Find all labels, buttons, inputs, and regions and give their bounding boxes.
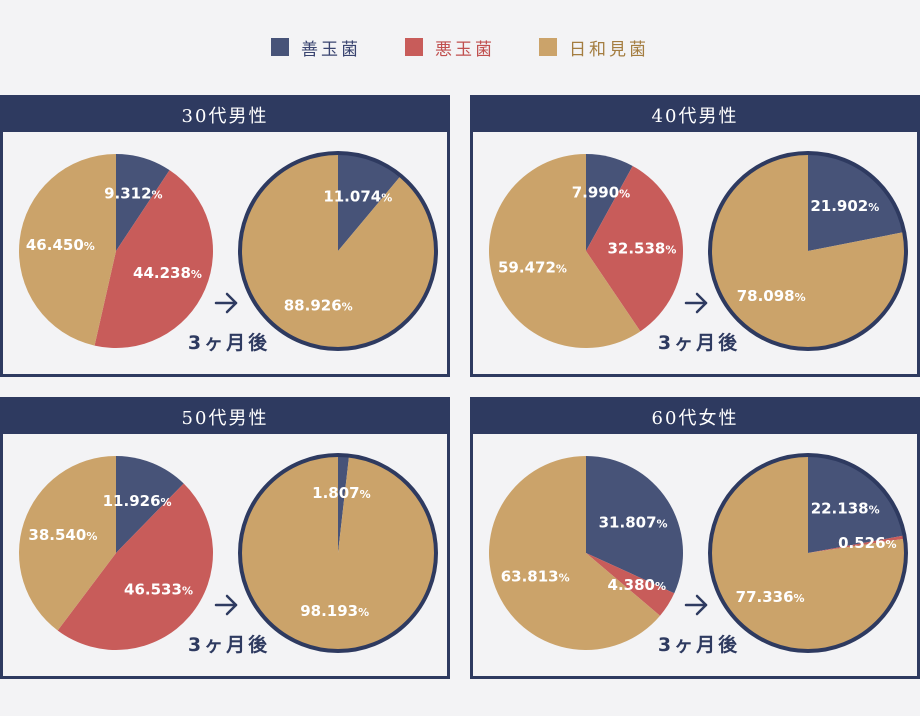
legend-label-good: 善玉菌 bbox=[301, 39, 361, 60]
after-period-label: 3ヶ月後 bbox=[658, 633, 740, 656]
panel-chart-svg: 31.807% 4.380% 63.813% 22.138% 0.526% 77.336%… bbox=[488, 453, 908, 656]
before-pie-data-label-neutral: 59.472% bbox=[498, 258, 567, 276]
panel-title: 40代男性 bbox=[473, 98, 917, 132]
before-pie-data-label-bad: 46.533% bbox=[124, 580, 193, 598]
before-pie-data-label-neutral: 46.450% bbox=[26, 236, 95, 254]
before-pie-data-label-good: 11.926% bbox=[103, 492, 172, 510]
before-pie-data-label-good: 9.312% bbox=[104, 184, 162, 202]
chart-legend: 善玉菌 悪玉菌 日和見菌 bbox=[0, 30, 920, 64]
legend-item-bad: 悪玉菌 bbox=[405, 35, 495, 60]
legend-item-neutral: 日和見菌 bbox=[539, 35, 649, 60]
after-period-label: 3ヶ月後 bbox=[658, 331, 740, 354]
legend-item-good: 善玉菌 bbox=[271, 35, 361, 60]
before-pie-data-label-bad: 4.380% bbox=[608, 576, 666, 594]
legend-label-neutral: 日和見菌 bbox=[569, 39, 649, 60]
arrow-right-icon bbox=[684, 594, 708, 616]
after-pie-slice-neutral bbox=[241, 456, 436, 650]
before-pie-data-label-good: 31.807% bbox=[599, 514, 668, 532]
after-pie-slice-neutral bbox=[711, 456, 905, 650]
legend-label-bad: 悪玉菌 bbox=[435, 39, 495, 60]
panel-chart-svg: 11.926% 46.533% 38.540% 1.807% 98.193% 3ヶ月後 bbox=[19, 453, 438, 656]
after-pie-slice-good bbox=[338, 154, 401, 251]
after-pie-data-label-neutral: 78.098% bbox=[737, 287, 806, 305]
after-pie-data-label-good: 1.807% bbox=[312, 484, 370, 502]
panel-chart-svg: 7.990% 32.538% 59.472% 21.902% 78.098% 3ヶ月後 bbox=[488, 151, 908, 354]
after-pie-data-label-good: 21.902% bbox=[810, 197, 879, 215]
before-pie-slice-neutral bbox=[19, 154, 116, 346]
before-pie-slice-neutral bbox=[488, 154, 641, 348]
before-pie-slice-bad bbox=[586, 165, 683, 332]
panel-chart-svg: 9.312% 44.238% 46.450% 11.074% 88.926% 3ヶ月後 bbox=[19, 151, 438, 354]
before-pie-data-label-neutral: 38.540% bbox=[28, 526, 97, 544]
after-pie-data-label-good: 11.074% bbox=[323, 187, 392, 205]
panel-30s-male: 30代男性 9.312% 44.238% 46.450% 11.074% 88.926%… bbox=[0, 95, 450, 377]
before-pie-data-label-bad: 44.238% bbox=[133, 264, 202, 282]
before-pie-slice-bad bbox=[586, 553, 675, 616]
before-pie-data-label-neutral: 63.813% bbox=[501, 568, 570, 586]
panel-60s-female: 60代女性 31.807% 4.380% 63.813% 22.138% 0.526% 7… bbox=[470, 397, 920, 679]
after-pie-data-label-neutral: 98.193% bbox=[300, 602, 369, 620]
before-pie-slice-good bbox=[586, 154, 633, 251]
after-pie-slice-bad bbox=[808, 535, 904, 553]
panel-title: 50代男性 bbox=[3, 400, 447, 434]
before-pie-slice-good bbox=[116, 456, 184, 553]
legend-swatch-good bbox=[271, 38, 289, 56]
panel-title: 60代女性 bbox=[473, 400, 917, 434]
after-pie-ring bbox=[238, 453, 438, 653]
after-pie-data-label-good: 22.138% bbox=[811, 499, 880, 517]
before-pie-slice-neutral bbox=[19, 456, 117, 631]
after-pie-slice-good bbox=[338, 456, 349, 553]
arrow-right-icon bbox=[684, 292, 708, 314]
panel-title: 30代男性 bbox=[3, 98, 447, 132]
before-pie-slice-good bbox=[586, 456, 683, 594]
arrow-right-icon bbox=[214, 594, 238, 616]
before-pie-data-label-good: 7.990% bbox=[572, 184, 630, 202]
after-period-label: 3ヶ月後 bbox=[188, 633, 270, 656]
panel-50s-male: 50代男性 11.926% 46.533% 38.540% 1.807% 98.193%… bbox=[0, 397, 450, 679]
after-pie-data-label-neutral: 77.336% bbox=[736, 588, 805, 606]
after-pie-slice-good bbox=[808, 154, 904, 251]
panel-40s-male: 40代男性 7.990% 32.538% 59.472% 21.902% 78.098%… bbox=[470, 95, 920, 377]
after-pie-data-label-bad: 0.526% bbox=[838, 534, 896, 552]
after-pie-slice-good bbox=[808, 456, 904, 553]
after-pie-slice-neutral bbox=[711, 154, 905, 348]
after-pie-ring bbox=[708, 453, 908, 653]
after-period-label: 3ヶ月後 bbox=[188, 331, 270, 354]
legend-swatch-bad bbox=[405, 38, 423, 56]
before-pie-slice-bad bbox=[94, 170, 213, 348]
arrow-right-icon bbox=[214, 292, 238, 314]
before-pie-slice-neutral bbox=[488, 456, 661, 650]
after-pie-ring bbox=[238, 151, 438, 351]
after-pie-ring bbox=[708, 151, 908, 351]
after-pie-slice-neutral bbox=[241, 154, 436, 348]
before-pie-slice-bad bbox=[57, 483, 213, 650]
before-pie-data-label-bad: 32.538% bbox=[607, 239, 676, 257]
before-pie-slice-good bbox=[116, 154, 170, 251]
legend-swatch-neutral bbox=[539, 38, 557, 56]
after-pie-data-label-neutral: 88.926% bbox=[284, 297, 353, 315]
